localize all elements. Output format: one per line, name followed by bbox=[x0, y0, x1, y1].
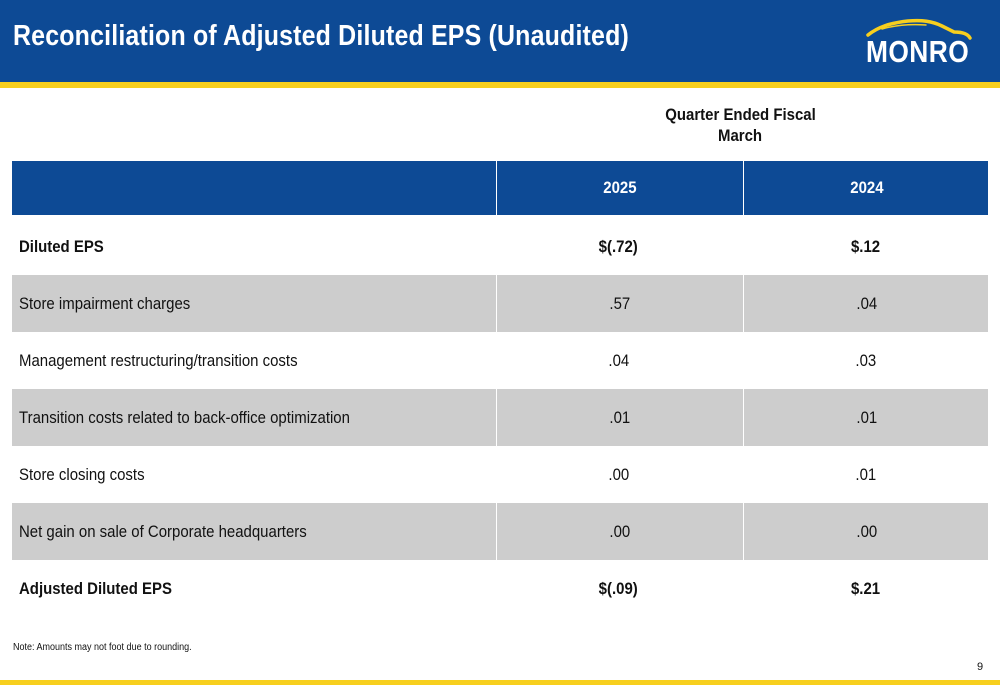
page-number: 9 bbox=[977, 661, 984, 673]
monro-logo: MONRO bbox=[860, 16, 982, 69]
header-yellow-stripe bbox=[0, 82, 1000, 88]
group-header-line-1: Quarter Ended Fiscal bbox=[664, 105, 816, 124]
value-2024: $.21 bbox=[850, 578, 881, 598]
value-2024: .04 bbox=[743, 275, 989, 332]
header-cell-label bbox=[19, 161, 489, 215]
row-label: Net gain on sale of Corporate headquarte… bbox=[19, 521, 307, 541]
column-group-header: Quarter Ended Fiscal March bbox=[620, 104, 860, 146]
value-2024: .01 bbox=[855, 464, 876, 484]
header-cell-2024: 2024 bbox=[743, 161, 989, 215]
row-label: Store impairment charges bbox=[19, 293, 191, 313]
value-2025: .04 bbox=[608, 350, 629, 370]
value-2024: .03 bbox=[855, 350, 876, 370]
table-header-row: 2025 2024 bbox=[12, 161, 988, 215]
row-label: Store closing costs bbox=[19, 464, 145, 484]
row-label: Management restructuring/transition cost… bbox=[19, 350, 298, 370]
table-row-management-restructuring: Management restructuring/transition cost… bbox=[12, 332, 988, 389]
eps-reconciliation-table: 2025 2024 Diluted EPS $(.72) $.12 Store … bbox=[12, 161, 988, 617]
group-header-line-2: March bbox=[717, 126, 763, 145]
header-bar: Reconciliation of Adjusted Diluted EPS (… bbox=[0, 0, 1000, 82]
footer-yellow-stripe bbox=[0, 680, 1000, 685]
row-label: Adjusted Diluted EPS bbox=[19, 578, 172, 598]
value-2025: .00 bbox=[496, 503, 742, 560]
row-label: Diluted EPS bbox=[19, 236, 104, 256]
rounding-note: Note: Amounts may not foot due to roundi… bbox=[13, 642, 192, 653]
value-2025: .57 bbox=[496, 275, 742, 332]
row-label: Transition costs related to back-office … bbox=[19, 407, 350, 427]
value-2024: $.12 bbox=[850, 236, 881, 256]
table-row-back-office-transition: Transition costs related to back-office … bbox=[12, 389, 988, 446]
value-2025: .00 bbox=[608, 464, 629, 484]
page-title: Reconciliation of Adjusted Diluted EPS (… bbox=[13, 20, 629, 52]
table-row-diluted-eps: Diluted EPS $(.72) $.12 bbox=[12, 218, 988, 275]
car-silhouette-icon bbox=[866, 18, 972, 40]
value-2024: .00 bbox=[743, 503, 989, 560]
header-cell-2025: 2025 bbox=[496, 161, 742, 215]
table-row-store-impairment: Store impairment charges .57 .04 bbox=[12, 275, 988, 332]
table-row-adjusted-diluted-eps: Adjusted Diluted EPS $(.09) $.21 bbox=[12, 560, 988, 617]
logo-text: MONRO bbox=[866, 34, 970, 69]
value-2025: .01 bbox=[496, 389, 742, 446]
value-2025: $(.09) bbox=[598, 578, 639, 598]
table-row-store-closing: Store closing costs .00 .01 bbox=[12, 446, 988, 503]
value-2024: .01 bbox=[743, 389, 989, 446]
table-row-net-gain-hq: Net gain on sale of Corporate headquarte… bbox=[12, 503, 988, 560]
value-2025: $(.72) bbox=[598, 236, 639, 256]
